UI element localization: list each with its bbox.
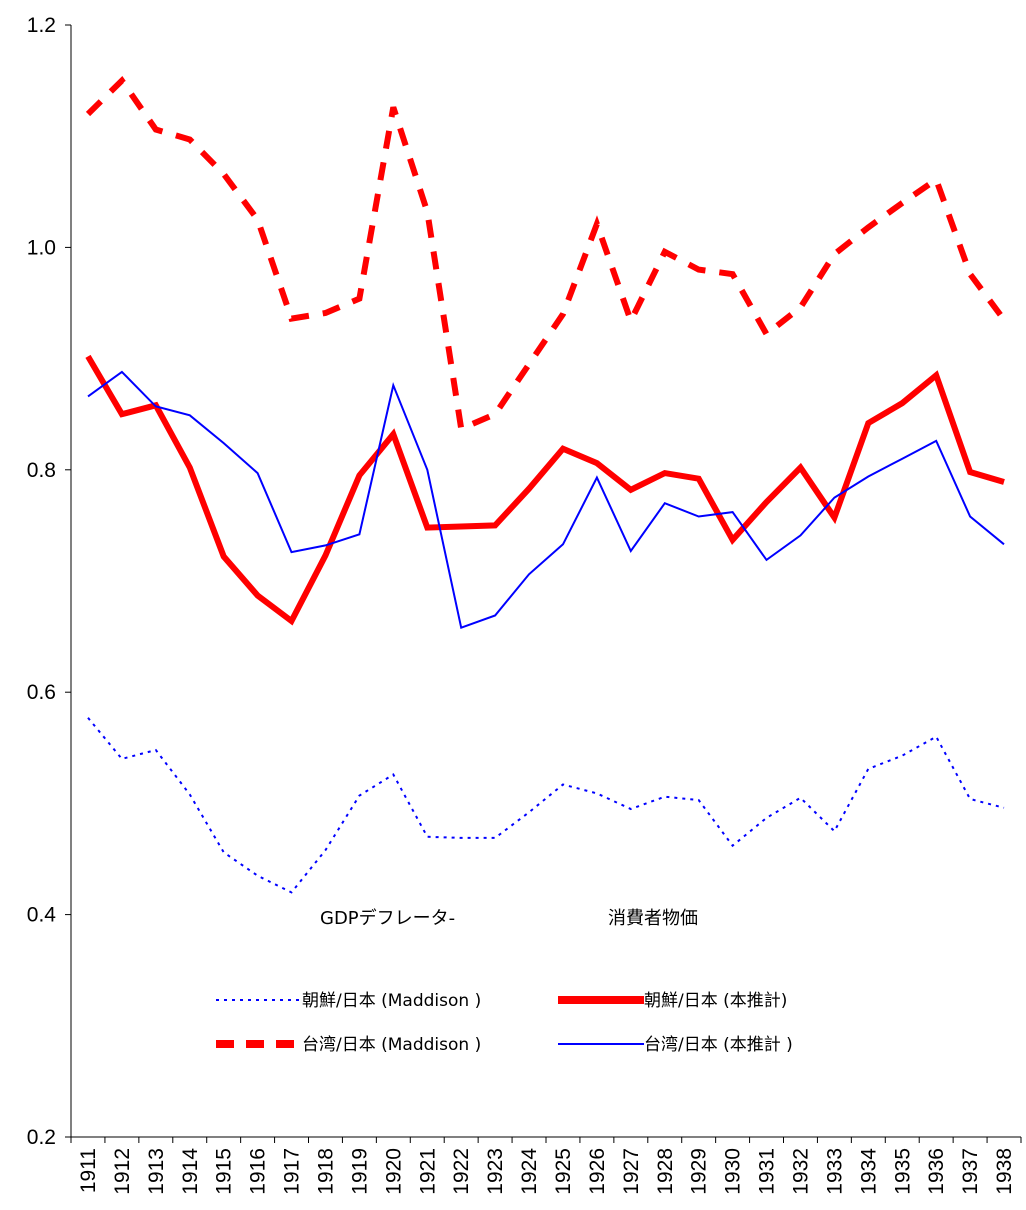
x-tick-label: 1933 — [823, 1148, 846, 1195]
legend-label-taiwan-estimate: 台湾/日本 (本推計 ) — [644, 1035, 793, 1055]
x-tick-label: 1937 — [959, 1148, 982, 1195]
y-tick-label: 1.0 — [27, 236, 56, 259]
x-tick-label: 1919 — [348, 1148, 371, 1195]
x-tick-label: 1918 — [314, 1148, 337, 1195]
series-korea-estimate-line — [85, 354, 1005, 626]
x-tick-label: 1915 — [213, 1148, 236, 1195]
legend-label-korea-estimate: 朝鮮/日本 (本推計) — [644, 991, 787, 1011]
axes — [70, 25, 1021, 1138]
x-tick-label: 1932 — [789, 1148, 812, 1195]
legend: 朝鮮/日本 (Maddison ) 朝鮮/日本 (本推計) 台湾/日本 (Mad… — [216, 991, 793, 1055]
x-tick-label: 1924 — [518, 1148, 541, 1195]
series-layer — [85, 75, 1007, 894]
x-tick-label: 1925 — [552, 1148, 575, 1195]
y-tick-label: 0.2 — [27, 1126, 56, 1149]
x-tick-label: 1931 — [756, 1148, 779, 1195]
x-tick-label: 1916 — [247, 1148, 270, 1195]
x-tick-label: 1935 — [891, 1148, 914, 1195]
series-taiwan-maddison-line — [85, 75, 1007, 433]
x-tick-label: 1922 — [450, 1148, 473, 1195]
legend-label-taiwan-maddison: 台湾/日本 (Maddison ) — [302, 1035, 481, 1055]
x-tick-label: 1929 — [688, 1148, 711, 1195]
y-tick-label: 0.8 — [27, 459, 56, 482]
series-korea-maddison-line — [87, 717, 1005, 894]
legend-item-taiwan-estimate: 台湾/日本 (本推計 ) — [558, 1035, 793, 1055]
x-tick-label: 1927 — [620, 1148, 643, 1195]
x-tick-label: 1923 — [484, 1148, 507, 1195]
x-tick-label: 1914 — [179, 1148, 202, 1195]
x-tick-label: 1930 — [722, 1148, 745, 1195]
x-tick-label: 1938 — [993, 1148, 1016, 1195]
y-tick-label: 0.4 — [27, 904, 57, 927]
y-tick-label: 0.6 — [27, 681, 56, 704]
legend-item-korea-maddison: 朝鮮/日本 (Maddison ) — [216, 991, 481, 1011]
y-tick-label: 1.2 — [27, 14, 56, 37]
x-tick-label: 1934 — [857, 1148, 880, 1195]
legend-item-korea-estimate: 朝鮮/日本 (本推計) — [558, 991, 787, 1011]
y-axis-ticks: 0.2 0.4 0.6 0.8 1.0 1.2 — [27, 14, 71, 1149]
x-tick-label: 1912 — [111, 1148, 134, 1195]
x-tick-label: 1921 — [416, 1148, 439, 1195]
x-tick-label: 1917 — [281, 1148, 304, 1195]
legend-group-consumer-price: 消費者物価 — [608, 908, 698, 929]
x-tick-label: 1913 — [145, 1148, 168, 1195]
legend-group-gdp-deflator: GDPデフレータ- — [320, 908, 455, 929]
x-tick-label: 1926 — [586, 1148, 609, 1195]
x-tick-label: 1920 — [382, 1148, 405, 1195]
x-tick-label: 1936 — [925, 1148, 948, 1195]
x-axis-ticks: 1911 1912 1913 1914 1915 1916 1917 1918 1919 1920… — [70, 1137, 1022, 1195]
legend-label-korea-maddison: 朝鮮/日本 (Maddison ) — [302, 991, 481, 1011]
x-tick-label: 1911 — [77, 1148, 100, 1193]
series-taiwan-estimate-line — [87, 370, 1005, 630]
legend-item-taiwan-maddison: 台湾/日本 (Maddison ) — [216, 1035, 481, 1055]
x-tick-label: 1928 — [654, 1148, 677, 1195]
